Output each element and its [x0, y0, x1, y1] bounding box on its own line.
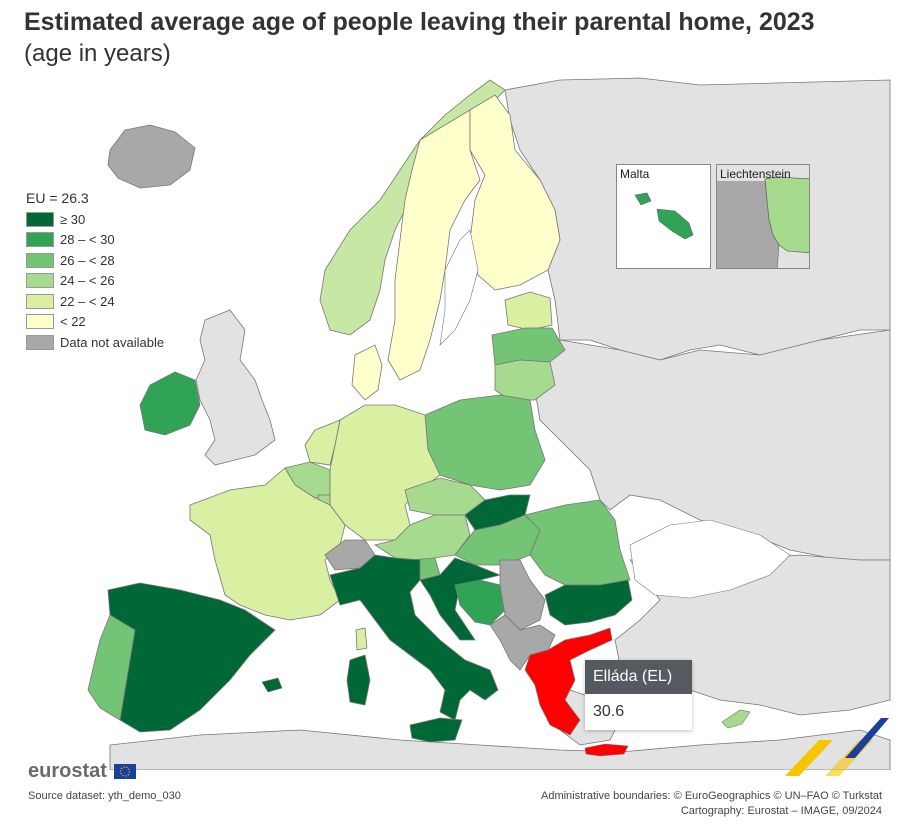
legend-swatch-4	[26, 273, 54, 289]
region-crete	[584, 743, 629, 757]
region-bosnia	[454, 579, 506, 626]
credits-line-1: Administrative boundaries: © EuroGeograp…	[540, 790, 882, 802]
region-estonia	[504, 291, 553, 331]
tooltip-value: 30.6	[585, 694, 692, 730]
region-lithuania	[494, 359, 556, 401]
legend-label-2: 28 – < 30	[60, 232, 115, 248]
inset-malta-label: Malta	[620, 167, 650, 181]
map-legend: EU = 26.3 ≥ 30 28 – < 30 26 – < 28 24 – …	[26, 190, 164, 353]
region-malta	[634, 192, 694, 240]
legend-label-5: 22 – < 24	[60, 293, 115, 309]
eu-flag-icon	[114, 764, 137, 780]
legend-row-5[interactable]: 22 – < 24	[26, 291, 164, 312]
legend-swatch-1	[26, 211, 54, 227]
legend-label-1: ≥ 30	[60, 211, 86, 227]
map-subtitle: (age in years)	[24, 40, 171, 67]
region-balearics	[261, 677, 283, 693]
region-sardinia	[346, 654, 371, 706]
legend-row-7[interactable]: Data not available	[26, 332, 164, 353]
legend-title: EU = 26.3	[26, 190, 89, 206]
region-denmark	[351, 344, 383, 401]
map-credits: Administrative boundaries: © EuroGeograp…	[541, 789, 882, 819]
region-corsica	[355, 627, 368, 651]
region-north-africa	[109, 729, 891, 770]
source-dataset: Source dataset: yth_demo_030	[28, 790, 181, 802]
eurostat-logo-text: eurostat	[28, 760, 107, 782]
legend-row-1[interactable]: ≥ 30	[26, 209, 164, 230]
inset-malta: Malta	[616, 164, 711, 269]
region-romania	[524, 499, 631, 586]
country-tooltip: Elláda (EL) 30.6	[585, 660, 692, 730]
region-france	[189, 467, 346, 621]
legend-swatch-2	[26, 232, 54, 248]
legend-row-4[interactable]: 24 – < 26	[26, 271, 164, 292]
legend-label-7: Data not available	[60, 334, 165, 350]
credits-line-2: Cartography: Eurostat – IMAGE, 09/2024	[680, 805, 882, 817]
region-bulgaria	[544, 579, 633, 626]
legend-swatch-3	[26, 252, 54, 268]
inset-liechtenstein: Liechtenstein	[716, 164, 810, 269]
legend-swatch-5	[26, 293, 54, 309]
legend-row-3[interactable]: 26 – < 28	[26, 250, 164, 271]
region-ireland	[139, 371, 201, 436]
legend-row-2[interactable]: 28 – < 30	[26, 230, 164, 251]
region-baltic-sea	[439, 229, 479, 346]
region-netherlands	[304, 419, 341, 466]
region-uk	[195, 309, 276, 466]
region-iceland	[107, 124, 196, 189]
inset-liechtenstein-map	[717, 165, 809, 268]
tooltip-country: Elláda (EL)	[585, 660, 692, 694]
region-italy	[329, 554, 499, 721]
legend-label-6: < 22	[60, 314, 86, 330]
legend-row-6[interactable]: < 22	[26, 312, 164, 333]
legend-swatch-7	[26, 334, 54, 350]
region-portugal	[87, 614, 136, 721]
region-liechtenstein	[764, 176, 809, 254]
region-sicily	[409, 717, 463, 743]
map-title: Estimated average age of people leaving …	[24, 8, 815, 36]
region-cyprus	[721, 709, 751, 729]
legend-swatch-6	[26, 314, 54, 330]
eurostat-logo: eurostat	[28, 760, 137, 783]
region-serbia	[499, 559, 546, 631]
legend-label-4: 24 – < 26	[60, 273, 115, 289]
inset-liechtenstein-label: Liechtenstein	[720, 167, 791, 181]
europe-map	[87, 77, 891, 770]
eurostat-corner-mark-icon	[785, 718, 889, 776]
region-greece	[524, 627, 613, 736]
region-austria-inset	[776, 244, 809, 268]
region-poland	[424, 394, 546, 491]
inset-malta-map	[634, 192, 694, 240]
region-finland	[469, 94, 561, 291]
legend-label-3: 26 – < 28	[60, 252, 115, 268]
region-black-sea	[629, 519, 791, 599]
